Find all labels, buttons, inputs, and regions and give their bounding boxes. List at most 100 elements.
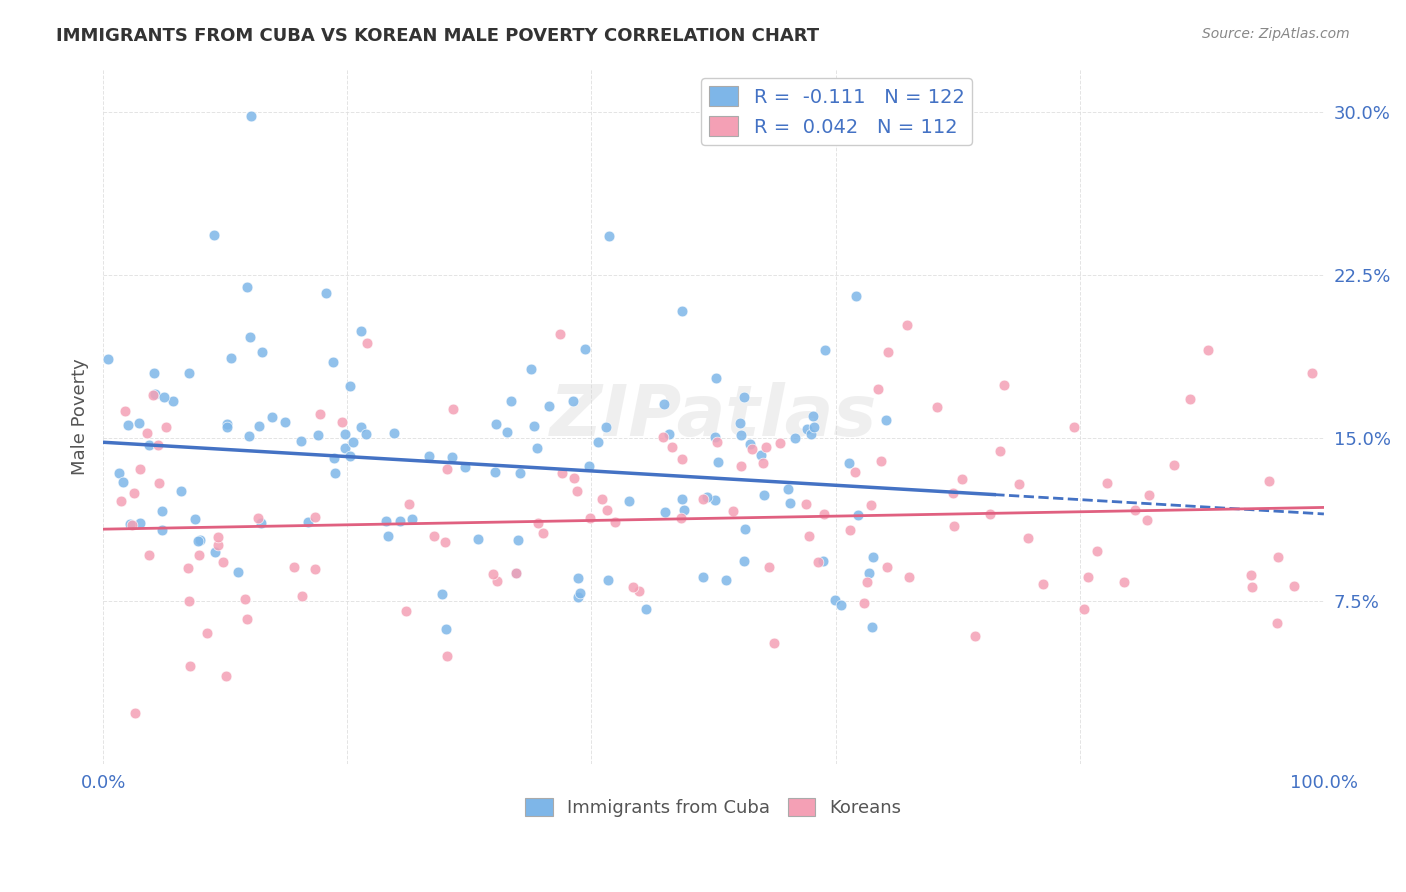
Point [531, 525, 554, 540]
Point [838, 457, 860, 471]
Point [875, 413, 897, 427]
Point [177, 561, 200, 575]
Point [1063, 420, 1085, 434]
Point [249, 516, 271, 530]
Point [195, 625, 218, 640]
Point [150, 524, 173, 538]
Point [814, 343, 837, 357]
Point [537, 400, 560, 414]
Point [129, 516, 152, 531]
Point [273, 415, 295, 429]
Point [112, 475, 135, 490]
Point [228, 565, 250, 579]
Point [239, 330, 262, 344]
Point [800, 427, 823, 442]
Point [162, 394, 184, 409]
Point [1123, 503, 1146, 517]
Point [740, 437, 762, 451]
Point [703, 430, 725, 444]
Point [505, 566, 527, 581]
Point [129, 462, 152, 476]
Point [898, 570, 921, 584]
Point [142, 388, 165, 402]
Point [342, 434, 364, 449]
Point [236, 612, 259, 626]
Point [1257, 475, 1279, 489]
Point [509, 466, 531, 480]
Point [120, 516, 142, 531]
Point [382, 426, 405, 441]
Point [184, 511, 207, 525]
Text: Source: ZipAtlas.com: Source: ZipAtlas.com [1202, 27, 1350, 41]
Point [1097, 476, 1119, 491]
Point [714, 574, 737, 588]
Point [202, 227, 225, 242]
Point [1137, 487, 1160, 501]
Point [661, 440, 683, 454]
Point [486, 574, 509, 588]
Point [1267, 550, 1289, 565]
Point [692, 491, 714, 506]
Point [323, 466, 346, 480]
Point [877, 345, 900, 359]
Point [308, 407, 330, 421]
Point [654, 505, 676, 519]
Point [188, 533, 211, 548]
Point [1178, 392, 1201, 406]
Point [307, 427, 329, 442]
Point [432, 587, 454, 601]
Point [148, 476, 170, 491]
Point [741, 442, 763, 456]
Point [844, 466, 866, 480]
Point [868, 382, 890, 396]
Point [187, 533, 209, 548]
Point [859, 498, 882, 512]
Point [876, 560, 898, 574]
Point [925, 400, 948, 414]
Point [323, 451, 346, 466]
Point [236, 280, 259, 294]
Point [1017, 531, 1039, 545]
Point [591, 491, 613, 506]
Point [692, 570, 714, 584]
Point [797, 528, 820, 542]
Point [856, 575, 879, 590]
Point [247, 511, 270, 525]
Point [339, 449, 361, 463]
Point [484, 465, 506, 479]
Point [1073, 602, 1095, 616]
Point [148, 438, 170, 452]
Point [389, 514, 412, 528]
Point [550, 326, 572, 341]
Point [215, 420, 238, 434]
Point [965, 629, 987, 643]
Point [896, 318, 918, 332]
Point [114, 404, 136, 418]
Point [979, 508, 1001, 522]
Point [441, 402, 464, 417]
Point [434, 622, 457, 636]
Point [467, 532, 489, 546]
Point [564, 471, 586, 485]
Point [394, 604, 416, 618]
Point [179, 659, 201, 673]
Point [852, 596, 875, 610]
Point [304, 562, 326, 576]
Point [523, 419, 546, 434]
Point [704, 492, 727, 507]
Point [598, 573, 620, 587]
Point [755, 440, 778, 454]
Point [187, 549, 209, 563]
Point [501, 393, 523, 408]
Point [350, 420, 373, 434]
Point [143, 387, 166, 401]
Point [758, 560, 780, 574]
Point [993, 377, 1015, 392]
Point [354, 426, 377, 441]
Point [136, 425, 159, 440]
Point [138, 549, 160, 563]
Point [350, 324, 373, 338]
Point [124, 706, 146, 721]
Point [813, 554, 835, 568]
Legend: Immigrants from Cuba, Koreans: Immigrants from Cuba, Koreans [519, 790, 908, 824]
